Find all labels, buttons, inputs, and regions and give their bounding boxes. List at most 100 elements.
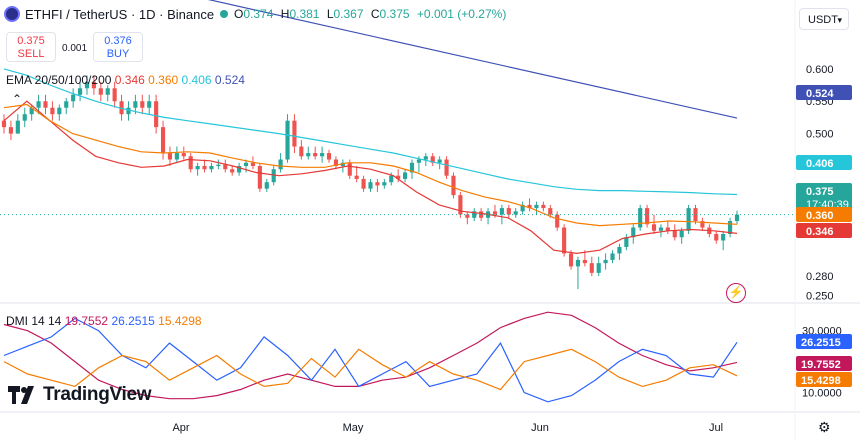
ethfi-coin-icon — [4, 6, 20, 22]
candle — [721, 230, 726, 251]
candle — [375, 178, 380, 192]
candle-body — [568, 253, 574, 267]
dmi-line-di — [3, 348, 738, 391]
flash-icon[interactable]: ⚡ — [726, 283, 746, 303]
candle — [243, 159, 249, 173]
dmi-line-adx — [3, 311, 738, 400]
candle-body — [603, 259, 608, 264]
candle-body — [320, 153, 325, 157]
candle-body — [631, 227, 636, 238]
candle-body — [624, 237, 629, 247]
candle-body — [167, 153, 173, 160]
candle-body — [686, 208, 691, 231]
time-tick-label: Jul — [709, 422, 723, 434]
candle-body — [672, 230, 677, 238]
candle-body — [230, 169, 235, 173]
price-axis-label: 0.360 — [796, 207, 852, 222]
candle-body — [8, 127, 13, 134]
candle — [437, 156, 442, 170]
candle — [306, 146, 311, 160]
dmi-axis-label: 26.2515 — [796, 334, 852, 349]
chevron-down-icon: ▾ — [837, 15, 842, 25]
buy-price: 0.376 — [104, 35, 132, 47]
candle-body — [278, 159, 283, 170]
price-label-box — [796, 85, 852, 100]
candle-body — [15, 120, 20, 134]
candle — [361, 175, 366, 192]
collapse-caret-icon[interactable]: ⌃ — [12, 92, 23, 106]
symbol-title[interactable]: ETHFI / TetherUS · 1D · Binance — [25, 6, 215, 22]
candle-body — [271, 169, 276, 183]
buy-button[interactable]: 0.376 BUY — [93, 32, 143, 62]
price-label-text: 0.360 — [806, 210, 834, 222]
candle — [734, 210, 740, 225]
candle — [396, 169, 401, 183]
sell-price: 0.375 — [17, 35, 45, 47]
sell-button[interactable]: 0.375 SELL — [6, 32, 56, 62]
candle — [403, 169, 408, 183]
candle-body — [237, 166, 242, 173]
candle-body — [181, 153, 186, 157]
candle-body — [264, 182, 269, 189]
time-tick-label: May — [343, 422, 364, 434]
candle-body — [451, 175, 456, 196]
candle — [430, 153, 435, 166]
candle — [285, 114, 290, 163]
candle-body — [582, 259, 587, 264]
candle-body — [409, 162, 415, 173]
candle-body — [133, 101, 138, 108]
low-value: 0.367 — [333, 7, 364, 21]
price-tick-label: 0.250 — [806, 291, 834, 303]
candle — [485, 208, 491, 225]
candle — [50, 101, 55, 121]
candle-body — [147, 101, 152, 108]
candle — [313, 146, 318, 160]
candle — [665, 221, 670, 234]
currency-selector[interactable]: USDT ▾ — [799, 8, 849, 30]
ema200-value: 0.524 — [214, 73, 245, 87]
candle-body — [1, 120, 7, 128]
candle — [527, 198, 532, 212]
tradingview-logo[interactable]: TradingView — [8, 384, 152, 406]
candle — [340, 159, 345, 173]
candle-body — [617, 246, 622, 254]
ema-legend[interactable]: EMA 20/50/100/200 0.346 0.360 0.406 0.52… — [6, 73, 245, 87]
candle — [714, 230, 719, 244]
candle-body — [140, 101, 145, 108]
candle-body — [714, 234, 719, 241]
candle — [8, 120, 13, 141]
candle — [257, 162, 262, 192]
candle — [541, 201, 546, 212]
candle — [499, 204, 504, 225]
candle-body — [84, 81, 90, 89]
candle — [64, 98, 69, 115]
candle-body — [679, 230, 684, 238]
candle — [126, 101, 131, 121]
price-label-box — [796, 155, 852, 170]
candle — [534, 201, 539, 215]
candle — [575, 256, 581, 290]
candle — [209, 162, 214, 173]
candle-body — [154, 101, 159, 128]
candle — [15, 114, 20, 134]
price-label-text: 0.375 — [806, 186, 834, 198]
candle — [409, 159, 415, 179]
price-label-text: 0.406 — [806, 158, 834, 170]
price-label-text: 0.346 — [806, 226, 834, 238]
candle-body — [645, 208, 650, 225]
dmi-label-text: 19.7552 — [801, 359, 841, 371]
candle-body — [665, 227, 670, 231]
candle — [548, 204, 553, 218]
dmi-legend[interactable]: DMI 14 14 19.7552 26.2515 15.4298 — [6, 314, 202, 328]
candle-body — [596, 263, 601, 273]
candle-body — [651, 224, 657, 231]
candle — [71, 88, 76, 108]
price-axis-label: 0.346 — [796, 223, 852, 238]
candle-body — [520, 204, 525, 212]
settings-gear-icon[interactable]: ⚙ — [818, 419, 831, 435]
buy-label: BUY — [106, 48, 130, 60]
candle-body — [700, 221, 705, 228]
candle-body — [734, 214, 740, 222]
candle — [506, 204, 511, 218]
